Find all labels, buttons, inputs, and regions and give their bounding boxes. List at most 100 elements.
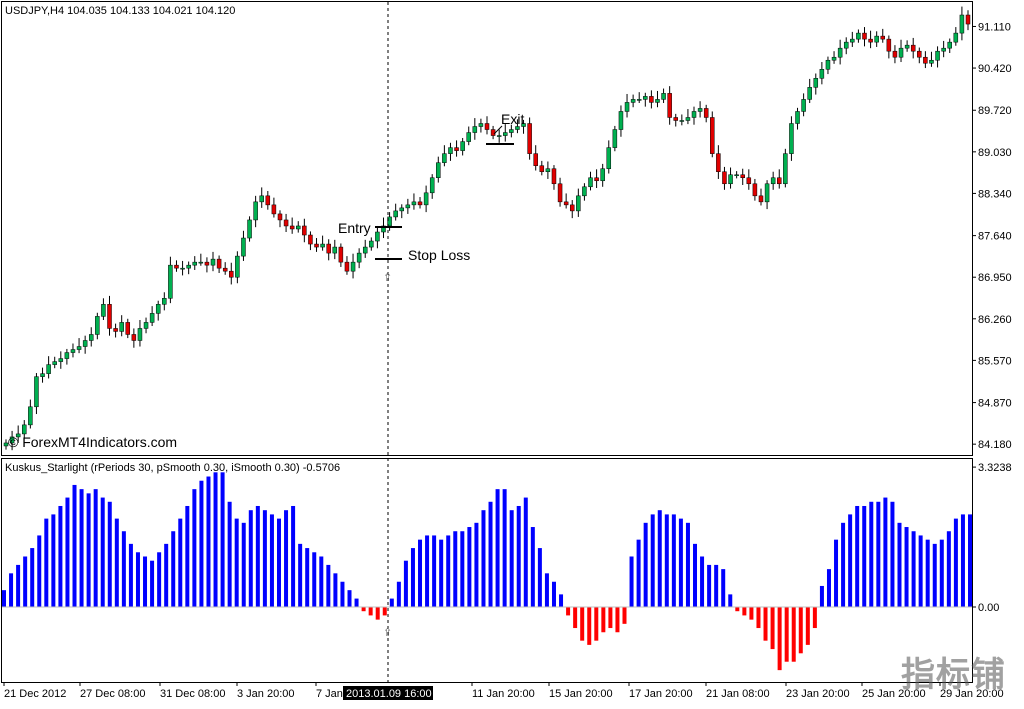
- bearish-candle: [594, 177, 599, 182]
- histogram-bar-positive: [220, 472, 225, 607]
- histogram-bar-positive: [389, 598, 394, 607]
- histogram-bar-negative: [587, 607, 592, 645]
- bearish-candle: [649, 96, 654, 103]
- bullish-candle: [40, 373, 45, 377]
- histogram-bar-negative: [622, 607, 627, 624]
- histogram-bar-negative: [566, 607, 571, 616]
- bullish-candle: [509, 129, 514, 133]
- bullish-candle: [600, 168, 605, 182]
- bearish-candle: [703, 108, 709, 118]
- bullish-candle: [953, 32, 959, 43]
- bullish-candle: [472, 126, 478, 133]
- bearish-candle: [283, 219, 289, 227]
- histogram-bar-positive: [460, 531, 465, 607]
- histogram-bar-negative: [812, 607, 817, 629]
- bearish-candle: [539, 165, 545, 172]
- histogram-bar-positive: [276, 518, 281, 607]
- copyright-label: © ForexMT4Indicators.com: [8, 434, 177, 450]
- histogram-bar-negative: [594, 607, 599, 641]
- bullish-candle: [959, 14, 965, 34]
- histogram-bar-negative: [601, 607, 606, 633]
- bullish-candle: [582, 186, 587, 197]
- bullish-candle: [813, 78, 819, 88]
- bearish-candle: [308, 234, 313, 245]
- bearish-candle: [484, 123, 490, 130]
- histogram-series: [2, 472, 972, 671]
- price-tick-label: 84.180: [978, 439, 1012, 451]
- histogram-bar-positive: [418, 539, 423, 607]
- price-axis: 91.110 90.420 89.720 89.030 88.340 87.640 86.9…: [972, 21, 1012, 451]
- histogram-bar-negative: [784, 607, 789, 662]
- bullish-candle: [630, 99, 636, 103]
- symbol-header: USDJPY,H4 104.035 104.133 104.021 104.12…: [5, 5, 235, 17]
- bullish-candle: [624, 102, 630, 112]
- histogram-bar-positive: [509, 510, 514, 607]
- bullish-candle: [34, 376, 39, 408]
- histogram-bar-positive: [671, 514, 676, 607]
- bullish-candle: [636, 99, 642, 101]
- histogram-bar-positive: [918, 535, 923, 607]
- bearish-candle: [868, 38, 873, 43]
- price-tick-label: 84.870: [978, 398, 1012, 410]
- bullish-candle: [155, 304, 161, 314]
- bullish-candle: [515, 126, 520, 130]
- bullish-candle: [643, 96, 648, 100]
- histogram-bar-positive: [128, 543, 133, 607]
- histogram-bar-positive: [502, 489, 507, 607]
- histogram-bar-positive: [234, 518, 239, 607]
- bullish-candle: [15, 433, 21, 438]
- histogram-bar-positive: [848, 514, 853, 607]
- histogram-bar-positive: [396, 581, 401, 607]
- bullish-candle: [101, 304, 106, 317]
- indicator-header: Kuskus_Starlight (rPeriods 30, pSmooth 0…: [5, 462, 340, 474]
- bearish-candle: [886, 38, 892, 52]
- bearish-candle: [222, 267, 228, 272]
- bearish-candle: [965, 14, 971, 25]
- histogram-bar-positive: [213, 472, 218, 607]
- time-axis: 21 Dec 2012 27 Dec 08:00 31 Dec 08:00 3 Jan…: [3, 682, 1004, 700]
- histogram-bar-positive: [474, 522, 479, 607]
- bearish-candle: [569, 204, 575, 212]
- histogram-bar-positive: [467, 527, 472, 607]
- bearish-candle: [551, 168, 557, 185]
- candlestick-series: [3, 6, 971, 451]
- histogram-bar-positive: [262, 510, 267, 607]
- bearish-candle: [314, 243, 319, 248]
- bullish-candle: [381, 225, 386, 233]
- bullish-candle: [64, 352, 70, 359]
- histogram-bar-positive: [199, 480, 204, 607]
- time-tick-label: 11 Jan 20:00: [472, 688, 535, 700]
- exit-label: Exit: [501, 111, 524, 127]
- bullish-candle: [436, 162, 441, 179]
- histogram-bar-negative: [735, 607, 740, 612]
- histogram-bar-positive: [939, 539, 944, 607]
- bearish-candle: [113, 328, 118, 332]
- bullish-candle: [3, 442, 9, 447]
- bullish-candle: [9, 436, 15, 444]
- time-tick-label: 21 Jan 08:00: [706, 688, 770, 700]
- main-chart-frame: [1, 1, 973, 456]
- histogram-bar-positive: [439, 539, 444, 607]
- bearish-candle: [746, 177, 752, 185]
- bearish-candle: [557, 183, 563, 203]
- bullish-candle: [795, 111, 800, 124]
- bullish-candle: [947, 41, 952, 49]
- bullish-candle: [935, 50, 940, 61]
- time-tick-label: 23 Jan 20:00: [786, 688, 850, 700]
- histogram-bar-positive: [530, 527, 535, 607]
- bullish-candle: [296, 225, 301, 230]
- histogram-bar-positive: [946, 531, 951, 607]
- histogram-bar-positive: [16, 564, 21, 607]
- bullish-candle: [76, 346, 82, 350]
- bullish-candle: [399, 207, 405, 212]
- histogram-bar-positive: [855, 505, 860, 607]
- histogram-bar-positive: [728, 594, 733, 607]
- entry-label: Entry: [338, 220, 371, 236]
- bullish-candle: [825, 59, 831, 70]
- histogram-bar-negative: [777, 607, 782, 671]
- bullish-candle: [82, 340, 88, 347]
- histogram-bar-negative: [749, 607, 754, 620]
- histogram-bar-positive: [685, 522, 690, 607]
- histogram-bar-positive: [544, 573, 549, 607]
